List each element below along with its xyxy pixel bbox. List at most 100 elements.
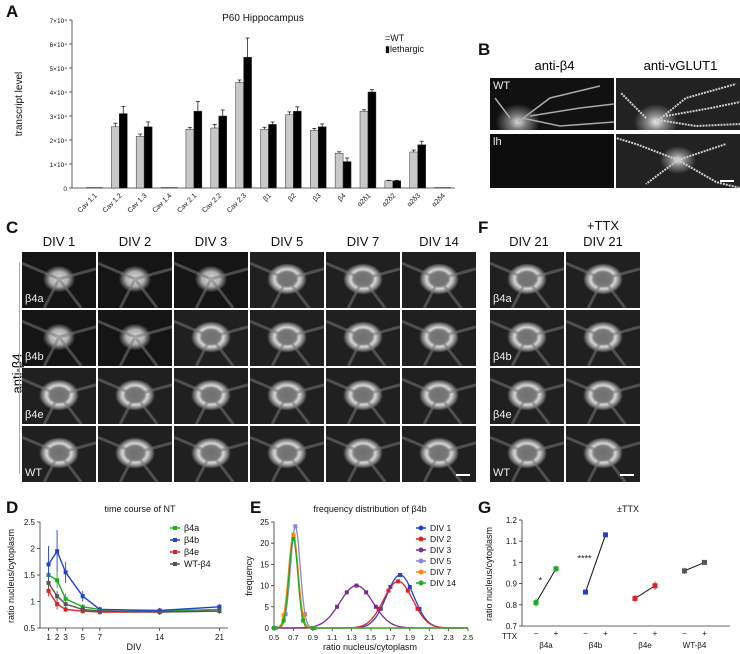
significance-marker: **** <box>577 553 592 563</box>
neurite-path <box>98 377 172 424</box>
bar-lethargic <box>367 91 377 189</box>
y-tick-label: 0 <box>265 624 270 633</box>
neurite-path <box>490 377 564 424</box>
row-label: β4a <box>493 293 512 305</box>
neurite-path <box>250 261 324 308</box>
bar-lethargic <box>268 124 277 189</box>
panel-letter-g: G <box>478 498 492 517</box>
panel-letter-e: E <box>250 498 262 517</box>
micrograph-tile <box>98 252 172 308</box>
neurite-graphic <box>98 435 172 482</box>
micrograph-tile <box>402 368 476 424</box>
micrograph-tile <box>174 368 248 424</box>
panel-g-ttx-chart: ±TTX ratio nucleus/cytoplasm 0.7 0.8 0.9 1 1.1… <box>484 504 730 650</box>
neurite-graphic <box>326 377 400 424</box>
neuron-dendrites-graphic <box>494 85 614 127</box>
y-tick-label: 10 <box>260 582 269 591</box>
legend-marker <box>173 550 177 554</box>
neurite-graphic <box>490 377 564 424</box>
legend-marker <box>173 562 177 566</box>
x-tick-label: 2.1 <box>424 633 434 642</box>
connector-line <box>634 585 656 599</box>
x-tick-label: Cav 1.4 <box>151 192 173 214</box>
bar-lethargic <box>417 144 426 189</box>
neurite-path <box>490 319 564 366</box>
bar-lethargic <box>119 113 128 189</box>
neurite-graphic <box>22 377 96 424</box>
y-tick-label: 1 <box>513 558 518 567</box>
legend-label: DIV 2 <box>430 534 452 544</box>
panel-b-col2-header: anti-vGLUT1 <box>643 58 718 73</box>
bar-wt <box>310 130 319 189</box>
neurite-graphic <box>402 435 476 482</box>
panel-letter-b: B <box>478 40 491 59</box>
data-point <box>291 532 296 537</box>
neurite-graphic <box>490 435 564 482</box>
panel-c-column-header: DIV 14 <box>419 234 459 249</box>
panel-b-col1-header: anti-β4 <box>534 58 575 73</box>
data-point <box>632 595 638 601</box>
micrograph-tile: β4b <box>22 310 96 366</box>
bar-lethargic <box>143 126 153 189</box>
y-tick-label: 0.7 <box>506 622 518 631</box>
x-tick-label: β1 <box>262 192 273 203</box>
chart-title: frequency distribution of β4b <box>313 504 426 514</box>
bar-wt <box>334 152 344 189</box>
distribution-curve <box>274 537 468 629</box>
x-tick-label: 1.7 <box>385 633 395 642</box>
panel-c-column-header: DIV 5 <box>270 234 304 249</box>
data-point <box>217 604 222 609</box>
neurite-graphic <box>174 435 248 482</box>
neurite-path <box>402 377 476 424</box>
neurite-path <box>98 261 172 308</box>
data-point <box>301 613 306 618</box>
micrograph-tile <box>566 252 640 308</box>
bar-wt <box>135 136 145 189</box>
neuron-dendrites-graphic <box>616 137 740 188</box>
neurite-path <box>22 377 96 424</box>
neurite-path <box>566 377 640 424</box>
micrograph-tile <box>250 426 324 482</box>
panel-b-wt-vglut1-image <box>616 78 740 130</box>
panel-e-distribution-chart: frequency distribution of β4b frequency ra… <box>244 504 473 652</box>
neurite-path <box>174 319 248 366</box>
micrograph-tile <box>250 252 324 308</box>
x-tick-label: 1.3 <box>346 633 356 642</box>
data-point <box>55 602 60 607</box>
x-tick-label: β4 <box>337 192 348 203</box>
row-label: WT <box>493 467 511 479</box>
panel-b-lh-vglut1-image <box>616 134 740 188</box>
panel-b-row1-label: WT <box>493 80 511 92</box>
data-point <box>373 604 378 609</box>
data-point <box>533 600 539 606</box>
data-point <box>354 583 359 588</box>
micrograph-tile <box>326 252 400 308</box>
neurite-graphic <box>174 319 248 366</box>
x-tick-label: 2.5 <box>463 633 473 642</box>
data-point <box>281 613 286 618</box>
row-label: β4e <box>493 409 512 421</box>
legend-label: β4b <box>184 535 199 545</box>
neurite-path <box>250 435 324 482</box>
x-tick-label: 7 <box>98 633 103 642</box>
panel-f-col2-header-line2: DIV 21 <box>583 234 623 249</box>
neurite-path <box>22 319 96 366</box>
legend-label: DIV 3 <box>430 545 452 555</box>
micrograph-tile <box>402 252 476 308</box>
y-tick-label: 2 <box>31 545 36 554</box>
micrograph-tile <box>566 426 640 482</box>
micrograph-tile <box>174 252 248 308</box>
neurite-path <box>174 261 248 308</box>
bar-lethargic <box>243 56 252 189</box>
neurite-path <box>490 435 564 482</box>
neurite-graphic <box>326 435 400 482</box>
bar-wt <box>359 110 369 189</box>
legend-label: β4e <box>184 547 199 557</box>
y-axis-label: ratio nucleus/cytoplasm <box>6 529 16 623</box>
data-point <box>396 579 401 584</box>
chart-title: time course of NT <box>104 504 176 514</box>
neurite-path <box>22 435 96 482</box>
bar-wt <box>409 151 418 189</box>
y-tick-label: 5 <box>265 603 270 612</box>
neurite-graphic <box>490 319 564 366</box>
